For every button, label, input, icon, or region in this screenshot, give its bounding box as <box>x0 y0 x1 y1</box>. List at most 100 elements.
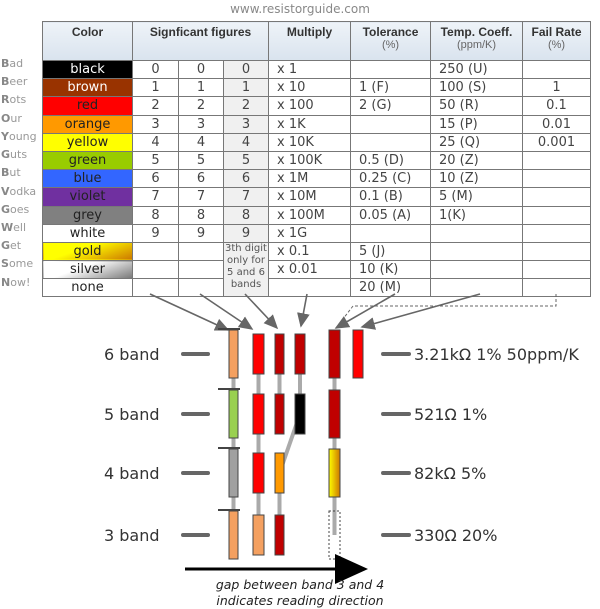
mnemonic-column: Bad Beer Rots Our Young Guts But Vodka Goes Well G… <box>0 55 42 292</box>
mnemonic-initial: N <box>1 275 11 289</box>
header-temp-unit: (ppm/K) <box>456 39 497 51</box>
color-band <box>352 329 364 379</box>
multiplier: x 0.01 <box>268 260 351 280</box>
color-band <box>328 510 341 560</box>
mnemonic-rest: ome <box>8 257 34 271</box>
pointer-arrow <box>199 293 254 330</box>
color-swatch: black <box>42 59 133 80</box>
color-band <box>252 514 265 556</box>
temp-coeff: 25 (Q) <box>430 132 523 152</box>
color-band <box>228 389 239 439</box>
sig-digit-3: 6 <box>223 169 269 189</box>
table-row: gold 3th digit only for 5 and 6 bands x 0.… <box>42 241 591 298</box>
sig-digit-3: 0 <box>223 59 269 80</box>
table-row: white 9 9 9 x 1G <box>42 223 591 243</box>
table-row: silver x 0.01 10 (K) <box>42 260 591 280</box>
fail-rate: 0.001 <box>522 132 591 152</box>
fail-rate <box>522 260 591 280</box>
color-band <box>228 448 239 498</box>
table-row: black 0 0 0 x 1 250 (U) <box>42 59 591 80</box>
mnemonic-initial: S <box>1 257 9 271</box>
temp-coeff: 1(K) <box>430 205 523 225</box>
mnemonic-word: Some <box>0 255 42 273</box>
fail-rate <box>522 59 591 80</box>
header-tolerance-label: Tolerance <box>362 25 419 39</box>
color-band <box>294 333 306 375</box>
caption-line-1: gap between band 3 and 4 <box>215 577 385 592</box>
sig-digit-3: 9 <box>223 223 269 243</box>
resistor-value-label: 330Ω 20% <box>414 526 497 545</box>
fail-rate: 1 <box>522 78 591 98</box>
color-swatch: green <box>42 150 133 171</box>
mnemonic-word: Vodka <box>0 183 42 201</box>
mnemonic-rest: ell <box>13 220 27 234</box>
header-temp: Temp. Coeff. (ppm/K) <box>430 21 523 61</box>
mnemonic-rest: ad <box>9 57 24 70</box>
color-band <box>274 333 285 375</box>
multiplier: x 1G <box>268 223 351 243</box>
tolerance: 1 (F) <box>350 78 431 98</box>
mnemonic-initial: G <box>1 202 11 216</box>
color-band <box>228 329 239 379</box>
sig-digit-2 <box>178 278 224 298</box>
color-band <box>274 393 285 435</box>
header-fail-label: Fail Rate <box>531 25 582 39</box>
pointer-arrow <box>244 293 279 330</box>
mnemonic-rest: eer <box>9 75 28 89</box>
pointer-arrow <box>334 293 396 329</box>
sig-digit-3: 2 <box>223 96 269 116</box>
mnemonic-word: Young <box>0 128 42 146</box>
mnemonic-rest: odka <box>9 184 37 198</box>
mnemonic-word: Bad <box>0 55 42 73</box>
pointer-arrow <box>360 293 481 330</box>
fail-rate: 0.1 <box>522 96 591 116</box>
color-swatch: none <box>42 278 133 298</box>
mnemonic-word: Now! <box>0 274 42 292</box>
mnemonic-rest: ow! <box>10 275 31 289</box>
header-fail-unit: (%) <box>547 39 566 51</box>
mnemonic-word: Well <box>0 219 42 237</box>
color-band <box>328 448 341 498</box>
mnemonic-initial: V <box>1 184 10 198</box>
color-swatch: orange <box>42 114 133 134</box>
fail-rate <box>522 241 591 262</box>
resistor-value-label: 3.21kΩ 1% 50ppm/K <box>414 345 579 364</box>
sig-digit-2: 0 <box>178 59 224 80</box>
resistor-value-label: 82kΩ 5% <box>414 464 486 483</box>
tolerance: 2 (G) <box>350 96 431 116</box>
mnemonic-word: Beer <box>0 73 42 91</box>
mnemonic-initial: B <box>1 166 10 180</box>
sig-digit-3: 7 <box>223 187 269 207</box>
multiplier: x 1 <box>268 59 351 80</box>
sig-digit-3: 4 <box>223 132 269 152</box>
color-band <box>274 452 285 494</box>
table-row: none 20 (M) <box>42 278 591 298</box>
resistor-type-label: 5 band <box>104 405 160 424</box>
color-swatch: silver <box>42 260 133 280</box>
mnemonic-initial: B <box>1 75 10 89</box>
multiplier: x 10 <box>268 78 351 98</box>
temp-coeff: 100 (S) <box>430 78 523 98</box>
sig-digit-1: 1 <box>132 78 179 98</box>
sig-digit-3: 5 <box>223 150 269 171</box>
mnemonic-initial: G <box>1 148 11 162</box>
color-swatch: blue <box>42 169 133 189</box>
mnemonic-word: Our <box>0 110 42 128</box>
color-band <box>328 389 341 439</box>
color-band <box>274 514 285 556</box>
mnemonic-rest: uts <box>10 148 28 162</box>
mnemonic-word: Rots <box>0 91 42 109</box>
color-band <box>252 333 265 375</box>
mnemonic-rest: oes <box>10 202 30 216</box>
color-band <box>294 393 306 435</box>
header-tolerance-unit: (%) <box>381 39 400 51</box>
temp-coeff: 50 (R) <box>430 96 523 116</box>
header-fail: Fail Rate (%) <box>522 21 591 61</box>
header-temp-label: Temp. Coeff. <box>440 25 513 39</box>
table-row: red 2 2 2 x 100 2 (G) 50 (R) 0.1 <box>42 96 591 116</box>
resistor-type-label: 6 band <box>104 345 160 364</box>
color-band <box>252 393 265 435</box>
sig-digit-1: 2 <box>132 96 179 116</box>
mnemonic-initial: B <box>1 57 10 70</box>
pointer-arrow <box>149 293 230 331</box>
